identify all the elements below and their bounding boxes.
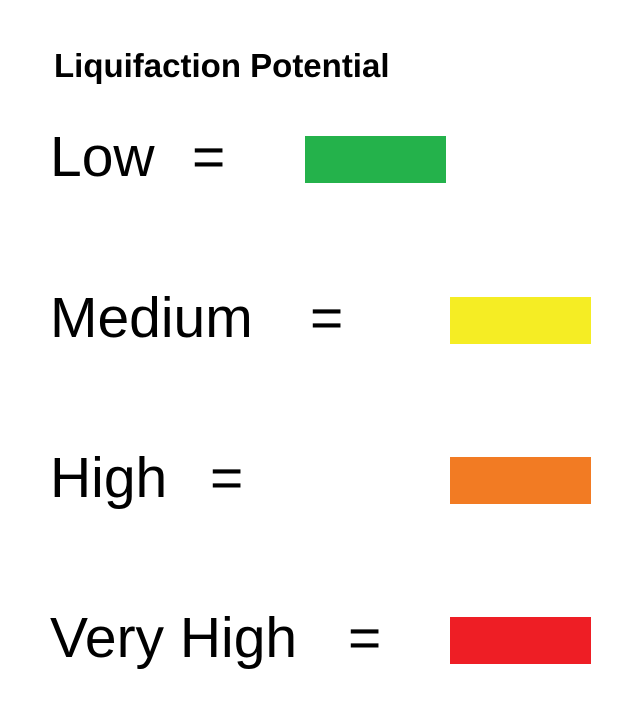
equals-sign: = bbox=[310, 286, 344, 350]
legend-label-low: Low bbox=[50, 125, 155, 189]
equals-sign: = bbox=[192, 125, 226, 189]
legend-row-medium: Medium = bbox=[0, 288, 641, 348]
legend-row-very-high: Very High = bbox=[0, 608, 641, 668]
color-swatch-very-high bbox=[450, 617, 591, 664]
legend-label-medium: Medium bbox=[50, 286, 253, 350]
equals-sign: = bbox=[348, 606, 382, 670]
equals-sign: = bbox=[210, 446, 244, 510]
color-swatch-high bbox=[450, 457, 591, 504]
color-swatch-low bbox=[305, 136, 446, 183]
legend-label-high: High bbox=[50, 446, 168, 510]
legend-row-high: High = bbox=[0, 448, 641, 508]
legend-label-very-high: Very High bbox=[50, 606, 298, 670]
legend-row-low: Low = bbox=[0, 127, 641, 187]
color-swatch-medium bbox=[450, 297, 591, 344]
legend-title: Liquifaction Potential bbox=[54, 47, 390, 84]
